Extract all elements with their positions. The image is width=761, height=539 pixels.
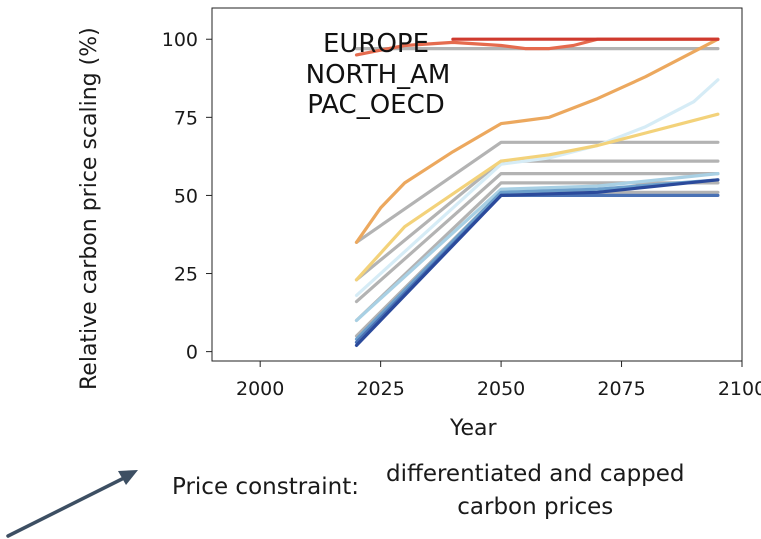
- series-line-yellow: [354, 112, 720, 282]
- pointer-arrow-icon: [6, 470, 138, 538]
- region-annotation: NORTH_AM: [306, 60, 451, 90]
- price-constraint-value: differentiated and capped carbon prices: [386, 461, 685, 520]
- plot-frame: [211, 7, 743, 362]
- price-constraint-label: Price constraint:: [172, 474, 359, 500]
- y-tick-label: 75: [174, 107, 198, 129]
- chart-series: [354, 37, 720, 347]
- x-tick-label: 2100: [718, 378, 761, 400]
- x-axis-label: Year: [450, 416, 497, 441]
- series-line-grey-5: [354, 190, 720, 338]
- y-tick-label: 100: [162, 29, 198, 51]
- series-line-grey-1: [354, 140, 720, 244]
- x-tick-label: 2075: [597, 378, 645, 400]
- y-tick-label: 25: [174, 264, 198, 286]
- series-line-orange: [354, 37, 720, 244]
- chart-axes: [211, 7, 743, 362]
- series-line-grey-3: [354, 172, 720, 304]
- series-line-light-blue: [354, 172, 720, 322]
- y-axis-label: Relative carbon price scaling (%): [77, 27, 102, 390]
- series-line-coral: [354, 37, 720, 57]
- series-line-dark-blue: [354, 178, 720, 347]
- region-annotation: EUROPE: [323, 29, 429, 59]
- x-tick-label: 2000: [236, 378, 284, 400]
- region-annotation: PAC_OECD: [307, 90, 445, 120]
- y-tick-label: 0: [186, 342, 198, 364]
- x-tick-label: 2050: [477, 378, 525, 400]
- y-tick-label: 50: [174, 185, 198, 207]
- arrow-head: [118, 470, 138, 485]
- x-tick-label: 2025: [356, 378, 404, 400]
- chart-ticks: 2000 2025 2050 2075 2100 0 25 50 75 100: [162, 29, 761, 400]
- arrow-shaft: [6, 474, 130, 538]
